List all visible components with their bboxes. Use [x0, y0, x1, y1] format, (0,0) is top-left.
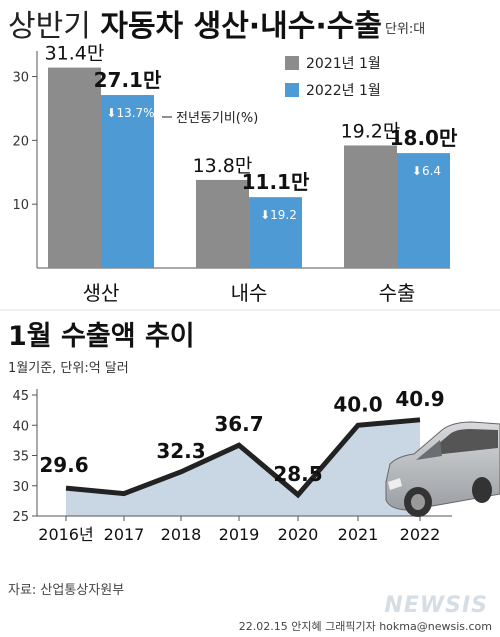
data-label: 40.9 [395, 387, 444, 411]
category-label: 수출 [379, 281, 416, 305]
legend-swatch-2022 [285, 83, 299, 97]
y-tick-label: 20 [12, 134, 29, 149]
credit-line: 22.02.15 안지혜 그래픽기자 hokma@newsis.com [239, 620, 492, 633]
data-label: 36.7 [214, 412, 263, 436]
yoy-change-label: ⬇19.2 [260, 208, 297, 222]
bar-value-label: 13.8만 [193, 155, 253, 177]
x-tick-label: 2020 [278, 525, 319, 544]
yoy-change-label: ⬇13.7% [106, 106, 154, 120]
x-tick-label: 2019 [219, 525, 260, 544]
yoy-change-label: ⬇6.4 [412, 164, 441, 178]
legend: 2021년 1월 2022년 1월 [285, 56, 381, 99]
yoy-label: 전년동기비(%) [176, 111, 258, 126]
bar-2021 [48, 67, 101, 268]
x-tick-label: 2018 [161, 525, 202, 544]
y-tick-label: 35 [12, 450, 29, 465]
bar-value-label: 27.1만 [94, 68, 162, 92]
bar-2022 [397, 153, 450, 268]
series-line [65, 417, 421, 499]
chart2-title: 1월 수출액 추이 [8, 321, 195, 352]
data-label: 32.3 [156, 439, 205, 463]
page-title: 상반기 자동차 생산·내수·수출 [8, 9, 382, 44]
data-label: 28.5 [273, 462, 322, 486]
y-tick-label: 45 [12, 389, 29, 404]
chart2-subtitle: 1월기준, 단위:억 달러 [8, 361, 129, 376]
area-chart: 25 30 35 40 45 2016년 2017 2018 2019 2020 2021 2022 2… [12, 387, 452, 544]
y-tick-label: 25 [12, 510, 29, 525]
y-tick-label: 30 [12, 71, 29, 86]
bar-value-label: 18.0만 [390, 126, 458, 150]
data-label: 40.0 [333, 392, 382, 416]
x-tick-label: 2016년 [38, 525, 93, 544]
newsis-logo: NEWSIS [384, 593, 488, 618]
x-tick-label: 2021 [338, 525, 379, 544]
source-note: 자료: 산업통상자원부 [8, 583, 124, 598]
bar-2021 [344, 145, 397, 268]
category-label: 내수 [231, 281, 268, 305]
bar-value-label: 31.4만 [45, 43, 105, 65]
x-tick-label: 2022 [400, 525, 441, 544]
title-bold: 자동차 생산·내수·수출 [100, 9, 382, 44]
area-fill [66, 419, 420, 516]
title-light: 상반기 [8, 9, 100, 44]
bar-2021 [196, 179, 249, 268]
legend-swatch-2021 [285, 56, 299, 70]
bar-2022 [249, 197, 302, 268]
x-tick-label: 2017 [104, 525, 145, 544]
unit-label: 단위:대 [385, 22, 425, 37]
y-tick-label: 30 [12, 480, 29, 495]
legend-label-2022: 2022년 1월 [306, 83, 381, 99]
bar-2022 [101, 95, 154, 268]
car-illustration [385, 421, 500, 517]
legend-label-2021: 2021년 1월 [306, 56, 381, 72]
data-label: 29.6 [39, 453, 88, 477]
bar-value-label: 19.2만 [341, 120, 401, 142]
y-tick-label: 40 [12, 419, 29, 434]
bar-value-label: 11.1만 [242, 170, 310, 194]
y-tick-label: 10 [12, 198, 29, 213]
category-label: 생산 [83, 281, 120, 305]
